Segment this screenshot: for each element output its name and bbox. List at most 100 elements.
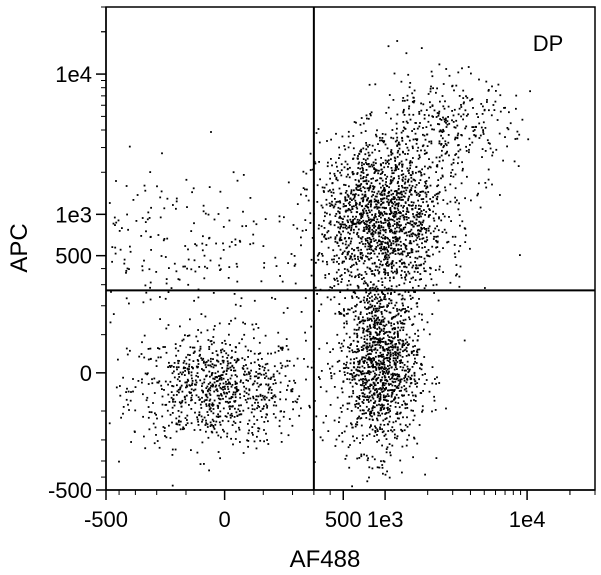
data-point	[373, 226, 375, 229]
data-point	[389, 225, 392, 228]
data-point	[387, 346, 390, 349]
data-point	[378, 266, 381, 269]
data-point	[378, 300, 381, 303]
data-point	[440, 119, 443, 121]
data-point	[225, 415, 228, 418]
data-point	[370, 305, 373, 308]
data-point	[406, 407, 409, 409]
data-point	[366, 398, 368, 401]
data-point	[402, 129, 405, 132]
data-point	[209, 259, 212, 262]
data-point	[390, 353, 392, 356]
data-point	[252, 433, 254, 436]
data-point	[360, 373, 363, 376]
data-point	[157, 356, 160, 359]
data-point	[426, 133, 428, 136]
data-point	[344, 272, 346, 274]
data-point	[388, 201, 390, 204]
data-point	[229, 414, 232, 417]
data-point	[214, 372, 217, 375]
data-point	[366, 199, 368, 202]
data-point	[372, 326, 375, 329]
data-point	[338, 342, 340, 344]
data-point	[391, 348, 394, 351]
data-point	[363, 226, 365, 229]
data-point	[410, 193, 412, 196]
data-point	[479, 206, 482, 209]
data-point	[392, 196, 395, 198]
data-point	[466, 96, 469, 99]
data-point	[417, 170, 420, 173]
data-point	[263, 266, 265, 269]
data-point	[397, 312, 400, 315]
data-point	[186, 414, 189, 417]
data-point	[350, 228, 353, 231]
data-point	[402, 195, 405, 198]
data-point	[339, 223, 342, 226]
data-point	[274, 351, 277, 354]
data-point	[452, 121, 455, 123]
data-point	[196, 418, 199, 421]
data-point	[385, 256, 388, 259]
data-point	[321, 206, 324, 209]
data-point	[392, 271, 394, 274]
data-point	[336, 179, 339, 182]
data-point	[454, 138, 456, 141]
data-point	[380, 198, 382, 200]
data-point	[352, 147, 355, 150]
data-point	[390, 189, 393, 192]
data-point	[417, 335, 420, 337]
data-point	[329, 220, 332, 223]
data-point	[446, 241, 448, 244]
data-point	[199, 398, 201, 401]
data-point	[189, 384, 192, 387]
data-point	[370, 203, 372, 206]
data-point	[322, 421, 325, 424]
data-point	[376, 192, 379, 195]
data-point	[217, 407, 219, 409]
data-point	[270, 376, 273, 379]
data-point	[388, 376, 390, 378]
data-point	[425, 284, 427, 287]
data-point	[379, 330, 381, 333]
data-point	[336, 234, 338, 237]
data-point	[402, 350, 404, 353]
data-point	[360, 346, 363, 348]
data-point	[279, 381, 282, 384]
data-point	[384, 343, 387, 346]
data-point	[370, 378, 373, 381]
data-point	[247, 371, 250, 374]
data-point	[188, 372, 190, 375]
data-point	[163, 430, 166, 432]
data-point	[405, 255, 408, 258]
data-point	[371, 415, 373, 418]
data-point	[369, 114, 372, 117]
data-point	[232, 366, 235, 369]
data-point	[373, 198, 376, 201]
data-point	[390, 366, 393, 369]
data-point	[338, 359, 341, 362]
data-point	[380, 245, 383, 248]
data-point	[242, 409, 245, 412]
data-point	[398, 308, 401, 311]
data-point	[357, 285, 360, 288]
data-point	[394, 215, 397, 218]
data-point	[387, 198, 390, 201]
data-point	[392, 354, 395, 357]
data-point	[366, 345, 368, 348]
data-point	[354, 382, 357, 385]
data-point	[387, 265, 390, 267]
data-point	[340, 411, 343, 413]
data-point	[209, 375, 211, 378]
data-point	[383, 286, 386, 289]
data-point	[384, 133, 387, 136]
data-point	[227, 378, 229, 381]
data-point	[390, 158, 392, 161]
data-point	[196, 372, 199, 374]
data-point	[229, 362, 232, 364]
data-point	[394, 357, 397, 360]
data-point	[415, 204, 417, 207]
data-point	[353, 223, 356, 225]
data-point	[377, 339, 380, 342]
data-point	[349, 362, 352, 365]
